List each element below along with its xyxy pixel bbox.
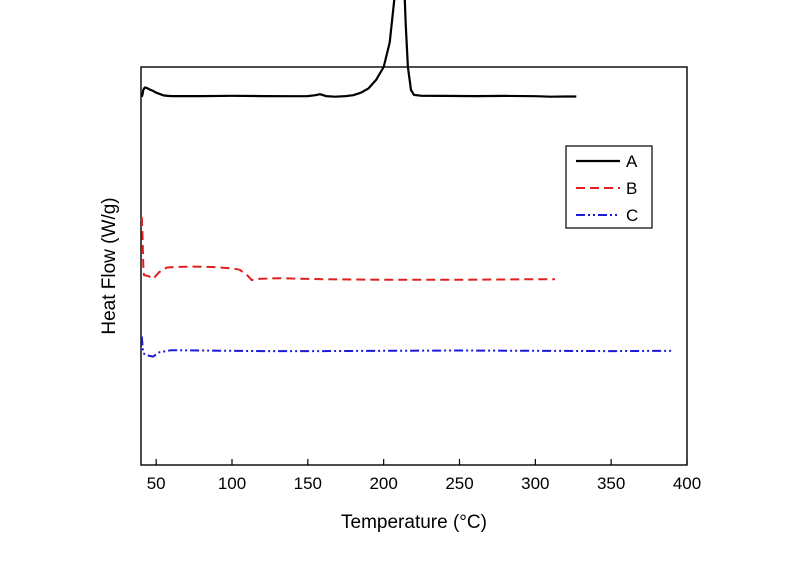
x-tick-label: 200 (369, 474, 397, 493)
x-tick-label: 350 (597, 474, 625, 493)
x-axis-title: Temperature (°C) (341, 512, 487, 533)
x-tick-label: 50 (147, 474, 166, 493)
y-axis-title: Heat Flow (W/g) (99, 197, 120, 334)
x-tick-label: 250 (445, 474, 473, 493)
series-lines (140, 0, 674, 358)
x-axis-ticks: 50 100 150 200 250 300 350 400 (147, 459, 701, 493)
series-line-c (140, 336, 674, 358)
x-tick-label: 150 (294, 474, 322, 493)
legend-label-a: A (626, 152, 638, 171)
series-line-b (140, 216, 555, 282)
x-tick-label: 400 (673, 474, 701, 493)
series-line-a (140, 0, 577, 98)
legend-label-b: B (626, 179, 637, 198)
legend: ABC (565, 145, 653, 229)
legend-label-c: C (626, 206, 638, 225)
plot-frame (140, 66, 688, 466)
x-tick-label: 300 (521, 474, 549, 493)
x-tick-label: 100 (218, 474, 246, 493)
